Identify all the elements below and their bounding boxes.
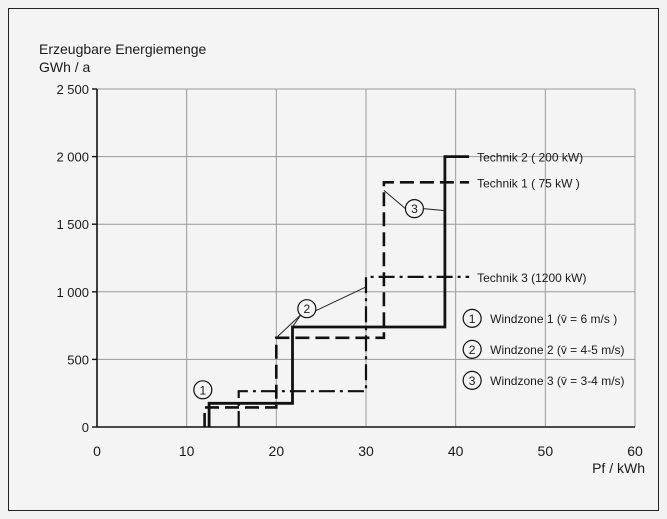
legend-marker-circle [462,370,482,390]
zone-marker-circle [193,380,213,400]
x-tick-label: 20 [269,443,285,459]
leader-line [315,286,367,312]
legend-marker-number: 2 [469,343,476,357]
x-tick-label: 30 [358,443,374,459]
zone-marker-circle [404,199,425,219]
chart-frame: 0 10 20 30 40 50 60 0 500 1 000 1 500 2 000 2 500 Tec… [8,8,659,511]
series-label: Technik 3 (1200 kW) [477,271,586,285]
y-tick-label: 500 [67,352,89,367]
y-axis-label: Erzeugbare Energiemenge [39,41,207,57]
leader-line [275,314,302,339]
series-line-3 [237,275,470,427]
legend-entry-label: Windzone 3 (v̄ = 3-4 m/s) [490,374,624,388]
series-lines [203,155,470,427]
series-label: Technik 2 ( 200 kW) [477,151,583,165]
y-tick-label: 0 [82,420,89,435]
x-axis-label: Pf / kWh [592,460,645,476]
axes [92,88,635,428]
x-tick-label: 40 [448,443,464,459]
legend-marker-circle [462,308,482,328]
leader-line [292,314,302,328]
legend-entry-label: Windzone 2 (v̄ = 4-5 m/s) [490,343,624,357]
legend-entry-label: Windzone 1 (v̄ = 6 m/s ) [490,312,617,326]
leader-line [383,190,406,210]
zone-marker-number: 2 [303,302,310,316]
y-tick-label: 2 500 [56,82,89,97]
legend-marker-circle [462,339,482,359]
y-tick-label: 1 000 [56,285,89,300]
y-axis-unit: GWh / a [39,59,91,75]
grid [97,88,636,427]
energy-chart: 0 10 20 30 40 50 60 0 500 1 000 1 500 2 000 2 500 Tec… [39,41,645,476]
x-tick-label: 0 [93,443,101,459]
x-tick-label: 60 [627,443,643,459]
x-tick-label: 50 [538,443,554,459]
labels: 0 10 20 30 40 50 60 0 500 1 000 1 500 2 000 2 500 Tec… [56,82,643,459]
zone-marker-number: 1 [199,383,206,397]
legend-marker-number: 1 [469,312,476,326]
zone-marker-circle [297,299,317,319]
y-tick-label: 1 500 [56,217,89,232]
series-label: Technik 1 ( 75 kW ) [477,176,580,190]
legend-marker-number: 3 [469,374,476,388]
y-tick-label: 2 000 [56,150,89,165]
zone-marker-number: 3 [411,202,418,216]
series-line-1 [207,155,470,427]
series-line-2 [203,181,470,427]
x-tick-label: 10 [179,443,195,459]
leader-line [423,208,445,212]
